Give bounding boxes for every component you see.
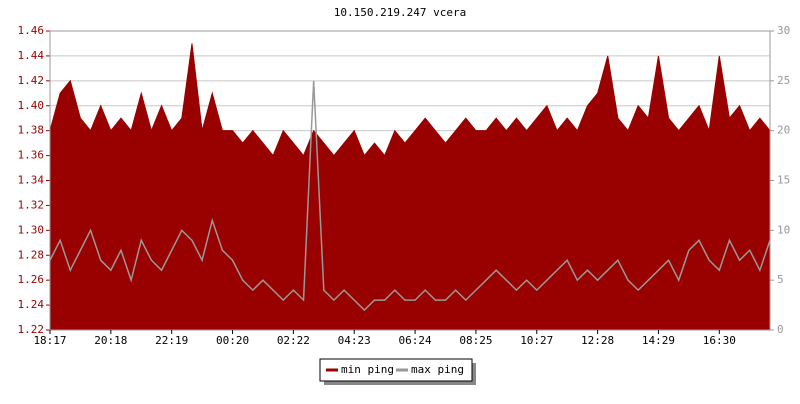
y-tick-label: 1.36 — [18, 149, 45, 162]
x-tick-label: 22:19 — [155, 334, 188, 347]
y-tick-label: 1.22 — [18, 323, 45, 336]
x-tick-label: 02:22 — [277, 334, 310, 347]
legend-label: max ping — [411, 363, 464, 376]
x-tick-label: 06:24 — [399, 334, 432, 347]
y-tick-label: 1.40 — [18, 99, 45, 112]
x-tick-label: 14:29 — [642, 334, 675, 347]
y-tick-label: 1.26 — [18, 273, 45, 286]
y-tick-label: 1.28 — [18, 248, 45, 261]
plot-border — [49, 30, 771, 331]
chart-title: 10.150.219.247 vcera — [334, 6, 466, 19]
y-tick-label: 1.46 — [18, 24, 45, 37]
x-tick-label: 16:30 — [703, 334, 736, 347]
y-tick-label: 1.44 — [18, 49, 45, 62]
y-tick-label: 1.34 — [18, 174, 45, 187]
y-tick-label: 1.30 — [18, 223, 45, 236]
y-tick-label: 1.42 — [18, 74, 45, 87]
x-tick-label: 04:23 — [338, 334, 371, 347]
y2-tick-label: 10 — [777, 223, 790, 236]
y2-tick-label: 0 — [777, 323, 784, 336]
y2-tick-label: 30 — [777, 24, 790, 37]
x-tick-label: 10:27 — [520, 334, 553, 347]
y-tick-label: 1.24 — [18, 298, 45, 311]
y-tick-label: 1.32 — [18, 198, 45, 211]
y2-tick-label: 15 — [777, 174, 790, 187]
x-tick-label: 08:25 — [459, 334, 492, 347]
legend-label: min ping — [341, 363, 394, 376]
series-line — [49, 80, 771, 312]
x-tick-label: 00:20 — [216, 334, 249, 347]
y2-tick-label: 20 — [777, 124, 790, 137]
y-tick-label: 1.38 — [18, 124, 45, 137]
y2-tick-label: 5 — [777, 273, 784, 286]
x-tick-label: 12:28 — [581, 334, 614, 347]
x-tick-label: 20:18 — [94, 334, 127, 347]
y2-tick-label: 25 — [777, 74, 790, 87]
x-tick-label: 18:17 — [33, 334, 66, 347]
